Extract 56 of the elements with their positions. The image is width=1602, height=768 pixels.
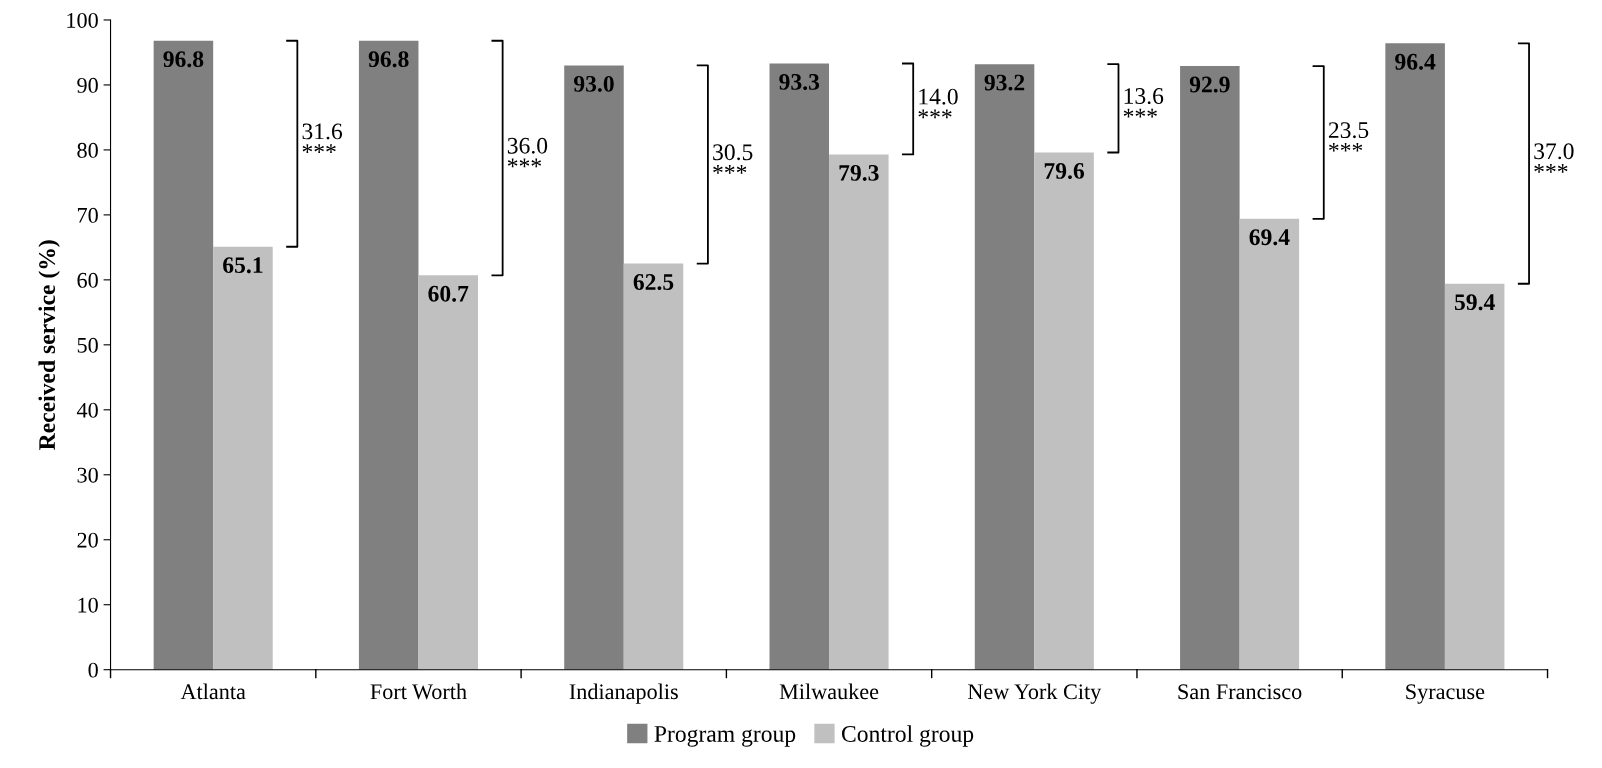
x-tick-label: Atlanta xyxy=(180,683,246,700)
data-label: 96.8 xyxy=(163,51,204,68)
annotation: 13.6 *** xyxy=(1123,88,1164,118)
y-tick-label: 100 xyxy=(67,12,98,28)
y-tick-label: 60 xyxy=(77,272,98,288)
data-label: 69.4 xyxy=(1249,229,1290,246)
x-tick-label: Syracuse xyxy=(1406,684,1485,704)
data-label: 93.0 xyxy=(573,75,614,92)
bar xyxy=(213,246,273,670)
x-tick-label: Fort Worth xyxy=(370,683,467,700)
legend-label: Program group xyxy=(654,726,796,747)
annotation: 14.0 *** xyxy=(918,88,958,119)
data-label: 96.4 xyxy=(1395,53,1436,70)
y-tick-label: 50 xyxy=(77,337,98,353)
bar xyxy=(1034,152,1094,670)
y-tick-label: 40 xyxy=(76,402,98,418)
x-tick-label: Milwaukee xyxy=(779,683,879,700)
data-label: 60.7 xyxy=(428,285,469,302)
x-tick-label: Indianapolis xyxy=(569,683,678,704)
data-label: 59.4 xyxy=(1454,294,1495,311)
annotation: 30.5 *** xyxy=(713,144,753,174)
data-label: 79.3 xyxy=(839,164,879,181)
annotation: 31.6 *** xyxy=(302,123,343,153)
data-label: 62.5 xyxy=(633,274,674,291)
bar xyxy=(564,65,624,670)
y-tick-label: 0 xyxy=(88,662,98,678)
data-label: 92.9 xyxy=(1189,76,1230,93)
bar xyxy=(1385,43,1445,670)
bar xyxy=(829,154,889,670)
data-label: 93.2 xyxy=(984,74,1025,91)
annotation: 37.0 *** xyxy=(1534,143,1574,173)
y-tick-label: 90 xyxy=(77,77,98,93)
y-axis-title: Received service (%) xyxy=(38,240,60,450)
data-label: 79.6 xyxy=(1044,163,1085,179)
y-tick-label: 10 xyxy=(78,597,98,613)
y-tick-label: 80 xyxy=(77,142,98,158)
x-tick-label: New York City xyxy=(967,683,1102,704)
bar xyxy=(1444,283,1505,670)
x-tick-label: San Francisco xyxy=(1178,684,1302,700)
data-label: 96.8 xyxy=(368,51,409,68)
annotation: 23.5 *** xyxy=(1328,122,1369,152)
bar xyxy=(1239,218,1300,670)
legend-label: Control group xyxy=(841,725,974,747)
y-tick-label: 70 xyxy=(77,207,98,223)
y-tick-label: 20 xyxy=(77,532,98,548)
bar xyxy=(974,64,1035,670)
bar xyxy=(623,263,684,670)
annotation: 36.0 *** xyxy=(507,137,548,168)
data-label: 65.1 xyxy=(223,257,263,274)
data-label: 93.3 xyxy=(779,73,820,90)
bar xyxy=(153,40,214,670)
bar xyxy=(418,275,478,670)
y-tick-label: 30 xyxy=(77,467,98,483)
bar xyxy=(1180,66,1240,670)
bar xyxy=(769,63,830,670)
bar xyxy=(358,40,419,670)
